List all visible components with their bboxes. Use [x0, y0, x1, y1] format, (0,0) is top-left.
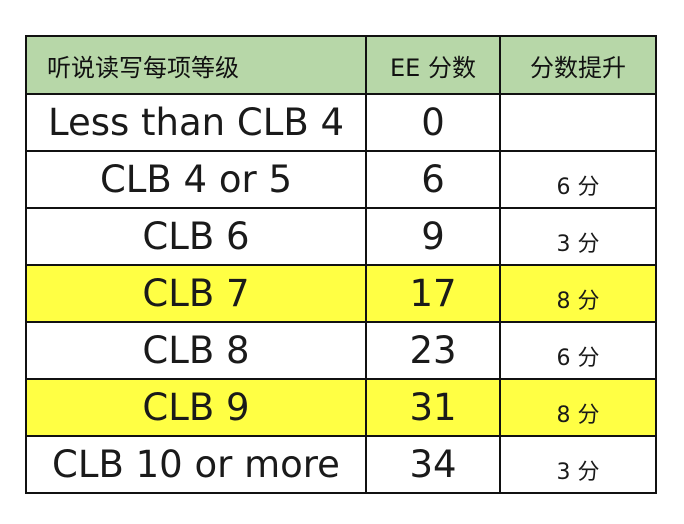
table-row: CLB 6 9 3 分	[25, 207, 657, 266]
gain-cell: 8 分	[499, 264, 657, 323]
gain-cell: 6 分	[499, 150, 657, 209]
level-cell: CLB 10 or more	[25, 435, 367, 494]
level-cell: CLB 8	[25, 321, 367, 380]
gain-cell: 6 分	[499, 321, 657, 380]
table-row: CLB 10 or more 34 3 分	[25, 435, 657, 494]
level-cell: CLB 4 or 5	[25, 150, 367, 209]
level-cell: CLB 6	[25, 207, 367, 266]
table-row: CLB 9 31 8 分	[25, 378, 657, 437]
level-cell: CLB 7	[25, 264, 367, 323]
ee-score-cell: 9	[365, 207, 501, 266]
ee-score-cell: 34	[365, 435, 501, 494]
level-cell: CLB 9	[25, 378, 367, 437]
ee-score-cell: 0	[365, 93, 501, 152]
table-row: CLB 7 17 8 分	[25, 264, 657, 323]
table-header-row: 听说读写每项等级 EE 分数 分数提升	[25, 35, 657, 95]
ee-score-cell: 23	[365, 321, 501, 380]
header-gain: 分数提升	[499, 35, 657, 95]
table-row: Less than CLB 4 0	[25, 93, 657, 152]
gain-cell: 3 分	[499, 435, 657, 494]
clb-score-table: 听说读写每项等级 EE 分数 分数提升 Less than CLB 4 0 CL…	[25, 35, 657, 494]
gain-cell: 8 分	[499, 378, 657, 437]
ee-score-cell: 6	[365, 150, 501, 209]
level-cell: Less than CLB 4	[25, 93, 367, 152]
table-row: CLB 8 23 6 分	[25, 321, 657, 380]
table-row: CLB 4 or 5 6 6 分	[25, 150, 657, 209]
ee-score-cell: 31	[365, 378, 501, 437]
ee-score-cell: 17	[365, 264, 501, 323]
gain-cell	[499, 93, 657, 152]
gain-cell: 3 分	[499, 207, 657, 266]
header-level: 听说读写每项等级	[25, 35, 367, 95]
header-ee-score: EE 分数	[365, 35, 501, 95]
